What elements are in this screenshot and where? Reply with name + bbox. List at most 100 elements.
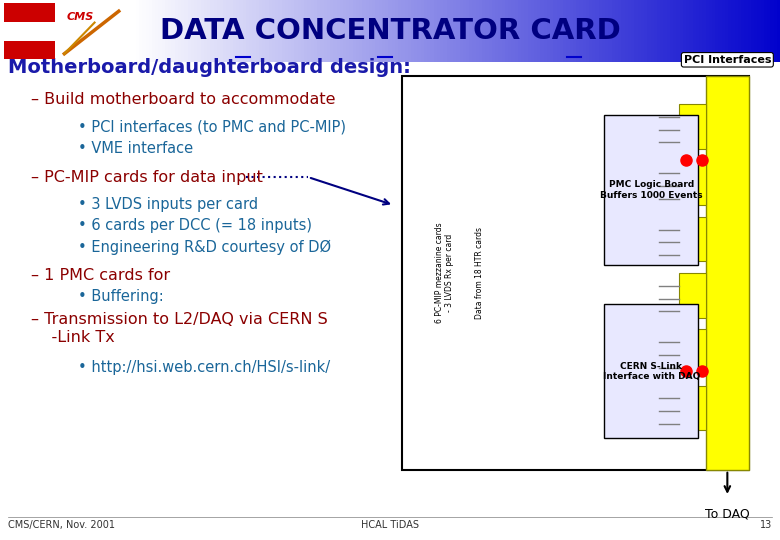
Bar: [771, 0, 774, 62]
Bar: [679, 329, 706, 374]
Bar: [569, 0, 573, 62]
Text: • Engineering R&D courtesy of DØ: • Engineering R&D courtesy of DØ: [78, 240, 332, 255]
Bar: [683, 0, 686, 62]
Bar: [369, 0, 372, 62]
Bar: [747, 0, 751, 62]
Bar: [211, 0, 214, 62]
Bar: [378, 0, 382, 62]
Bar: [777, 0, 780, 62]
Text: – PC-MIP cards for data input: – PC-MIP cards for data input: [31, 170, 263, 185]
Bar: [637, 0, 641, 62]
Bar: [398, 0, 401, 62]
Bar: [534, 0, 537, 62]
Text: – Build motherboard to accommodate: – Build motherboard to accommodate: [31, 92, 335, 107]
Bar: [204, 0, 207, 62]
Bar: [275, 0, 278, 62]
Text: • http://hsi.web.cern.ch/HSI/s-link/: • http://hsi.web.cern.ch/HSI/s-link/: [78, 360, 330, 375]
Bar: [729, 0, 732, 62]
Bar: [612, 0, 615, 62]
Bar: [321, 0, 324, 62]
Bar: [508, 0, 512, 62]
Bar: [262, 0, 265, 62]
Bar: [541, 0, 544, 62]
Bar: [732, 0, 735, 62]
Bar: [168, 0, 172, 62]
Bar: [595, 0, 599, 62]
Bar: [223, 0, 226, 62]
Bar: [754, 0, 757, 62]
Text: • 6 cards per DCC (= 18 inputs): • 6 cards per DCC (= 18 inputs): [78, 218, 312, 233]
Bar: [670, 0, 673, 62]
Bar: [424, 0, 427, 62]
Bar: [233, 0, 236, 62]
Bar: [343, 0, 346, 62]
Bar: [530, 0, 534, 62]
Bar: [608, 0, 612, 62]
Bar: [679, 217, 706, 261]
Text: CERN S-Link
Interface with DAQ: CERN S-Link Interface with DAQ: [603, 362, 700, 381]
Bar: [271, 0, 275, 62]
Bar: [220, 0, 223, 62]
Bar: [363, 0, 366, 62]
Bar: [744, 0, 747, 62]
Bar: [495, 0, 498, 62]
Bar: [456, 0, 459, 62]
Bar: [473, 0, 476, 62]
Bar: [301, 0, 304, 62]
Bar: [324, 0, 327, 62]
Text: – Transmission to L2/DAQ via CERN S
    -Link Tx: – Transmission to L2/DAQ via CERN S -Lin…: [31, 312, 328, 345]
Text: PCI Interfaces: PCI Interfaces: [683, 55, 771, 65]
Bar: [256, 0, 259, 62]
Bar: [239, 0, 243, 62]
Bar: [133, 0, 136, 62]
Bar: [259, 0, 262, 62]
Bar: [699, 0, 702, 62]
Bar: [295, 0, 298, 62]
Bar: [466, 0, 470, 62]
Bar: [696, 0, 699, 62]
Bar: [647, 0, 651, 62]
Bar: [715, 0, 718, 62]
Bar: [217, 0, 220, 62]
Bar: [414, 0, 417, 62]
Bar: [722, 0, 725, 62]
Bar: [278, 0, 282, 62]
Bar: [356, 0, 359, 62]
Bar: [679, 160, 706, 205]
Bar: [243, 0, 246, 62]
Bar: [667, 0, 670, 62]
Bar: [521, 0, 524, 62]
Bar: [375, 0, 378, 62]
Bar: [774, 0, 777, 62]
Bar: [142, 0, 146, 62]
Bar: [706, 76, 749, 470]
Text: • PCI interfaces (to PMC and PC-MIP): • PCI interfaces (to PMC and PC-MIP): [78, 119, 346, 134]
Bar: [712, 0, 715, 62]
Bar: [660, 0, 664, 62]
Bar: [709, 0, 712, 62]
Bar: [359, 0, 363, 62]
Bar: [291, 0, 295, 62]
Bar: [139, 0, 142, 62]
Bar: [573, 0, 576, 62]
Bar: [605, 0, 608, 62]
Bar: [615, 0, 618, 62]
Text: CMS/CERN, Nov. 2001: CMS/CERN, Nov. 2001: [8, 520, 115, 530]
Bar: [764, 0, 767, 62]
Bar: [443, 0, 447, 62]
Bar: [395, 0, 398, 62]
Bar: [527, 0, 530, 62]
Bar: [741, 0, 744, 62]
Bar: [158, 0, 161, 62]
Bar: [307, 0, 310, 62]
Bar: [4, 3, 55, 22]
Bar: [631, 0, 634, 62]
Bar: [693, 0, 696, 62]
Text: • VME interface: • VME interface: [78, 141, 193, 156]
Bar: [207, 0, 211, 62]
Bar: [622, 0, 625, 62]
Bar: [463, 0, 466, 62]
Bar: [0, 62, 780, 540]
Bar: [353, 0, 356, 62]
Bar: [330, 0, 333, 62]
